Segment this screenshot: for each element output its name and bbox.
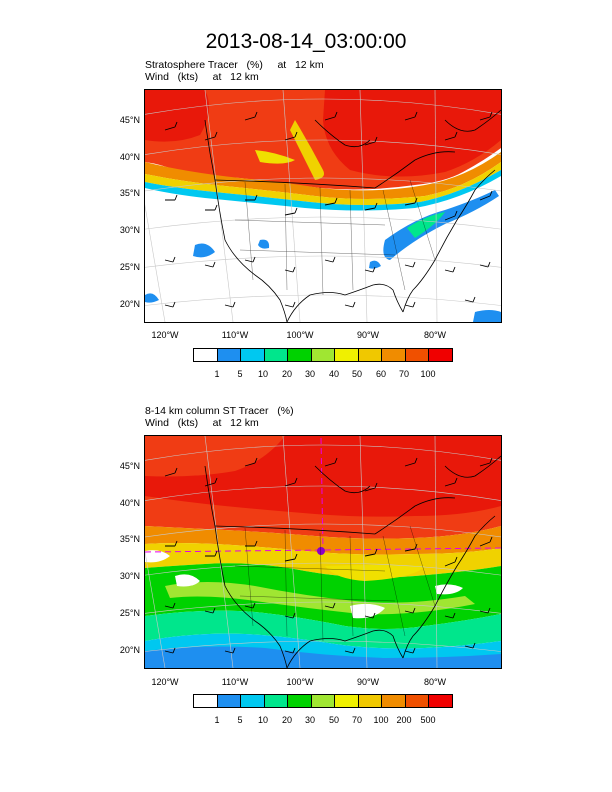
panel2-lon-label: 120°W (151, 677, 179, 687)
colorbar-swatch (358, 349, 383, 361)
colorbar-swatch (311, 349, 336, 361)
page-title: 2013-08-14_03:00:00 (205, 30, 407, 53)
panel1-lat-label: 40°N (119, 152, 140, 162)
panel1-colorbar-label: 100 (420, 369, 436, 379)
panel2-lat-label: 35°N (119, 534, 140, 544)
colorbar-swatch (194, 695, 218, 707)
panel2-lat-label: 20°N (119, 645, 140, 655)
panel2-colorbar-label: 10 (257, 715, 268, 725)
panel2-map (144, 435, 502, 669)
colorbar-swatch (241, 695, 265, 707)
panel1-colorbar (193, 348, 453, 362)
colorbar-swatch (382, 695, 406, 707)
panel1-colorbar-label: 5 (237, 369, 243, 379)
panel1-colorbar-label: 1 (214, 369, 220, 379)
panel1-colorbar-label: 40 (328, 369, 339, 379)
panel2-colorbar-label: 200 (396, 715, 412, 725)
panel1-colorbar-label: 10 (257, 369, 268, 379)
panel2-lat-label: 40°N (119, 498, 140, 508)
panel1-colorbar-label: 50 (351, 369, 362, 379)
panel1-lat-label: 30°N (119, 225, 140, 235)
panel2-colorbar-label: 1 (214, 715, 220, 725)
panel1-colorbar-label: 60 (375, 369, 386, 379)
panel1-subtitle-wind: Wind (kts) at 12 km (145, 71, 259, 83)
colorbar-swatch (217, 349, 242, 361)
panel2-colorbar (193, 694, 453, 708)
colorbar-swatch (217, 695, 242, 707)
panel1-map (144, 89, 502, 323)
panel2-colorbar-label: 500 (420, 715, 436, 725)
panel1-colorbar-label: 30 (304, 369, 315, 379)
colorbar-swatch (241, 349, 265, 361)
panel2-colorbar-label: 30 (304, 715, 315, 725)
panel1-lon-label: 120°W (151, 330, 179, 340)
panel1-lon-label: 90°W (356, 330, 380, 340)
panel2-subtitle-wind: Wind (kts) at 12 km (145, 417, 259, 429)
panel1-lon-label: 100°W (286, 330, 314, 340)
panel2-colorbar-label: 100 (373, 715, 389, 725)
panel2-lat-label: 25°N (119, 608, 140, 618)
panel2-colorbar-label: 50 (328, 715, 339, 725)
panel1-lon-label: 80°W (423, 330, 447, 340)
colorbar-swatch (194, 349, 218, 361)
colorbar-swatch (264, 349, 289, 361)
panel2-colorbar-label: 5 (237, 715, 243, 725)
panel2-lat-label: 30°N (119, 571, 140, 581)
panel1-lat-label: 20°N (119, 299, 140, 309)
panel2-lon-label: 80°W (423, 677, 447, 687)
colorbar-swatch (288, 695, 312, 707)
colorbar-swatch (264, 695, 289, 707)
colorbar-swatch (429, 349, 453, 361)
colorbar-swatch (311, 695, 336, 707)
colorbar-swatch (429, 695, 453, 707)
colorbar-swatch (405, 695, 430, 707)
colorbar-swatch (382, 349, 406, 361)
panel2-lon-label: 90°W (356, 677, 380, 687)
panel1-colorbar-label: 70 (398, 369, 409, 379)
panel1-lat-label: 25°N (119, 262, 140, 272)
panel1-lon-label: 110°W (221, 330, 249, 340)
colorbar-swatch (335, 695, 359, 707)
panel1-colorbar-label: 20 (281, 369, 292, 379)
panel1-lat-label: 35°N (119, 188, 140, 198)
colorbar-swatch (358, 695, 383, 707)
panel2-subtitle-tracer: 8-14 km column ST Tracer (%) (145, 405, 294, 417)
colorbar-swatch (335, 349, 359, 361)
panel1-lat-label: 45°N (119, 115, 140, 125)
colorbar-swatch (405, 349, 430, 361)
panel2-lon-label: 110°W (221, 677, 249, 687)
panel2-colorbar-label: 20 (281, 715, 292, 725)
panel2-lat-label: 45°N (119, 461, 140, 471)
panel2-colorbar-label: 70 (351, 715, 362, 725)
panel1-subtitle-tracer: Stratosphere Tracer (%) at 12 km (145, 59, 324, 71)
colorbar-swatch (288, 349, 312, 361)
panel2-lon-label: 100°W (286, 677, 314, 687)
